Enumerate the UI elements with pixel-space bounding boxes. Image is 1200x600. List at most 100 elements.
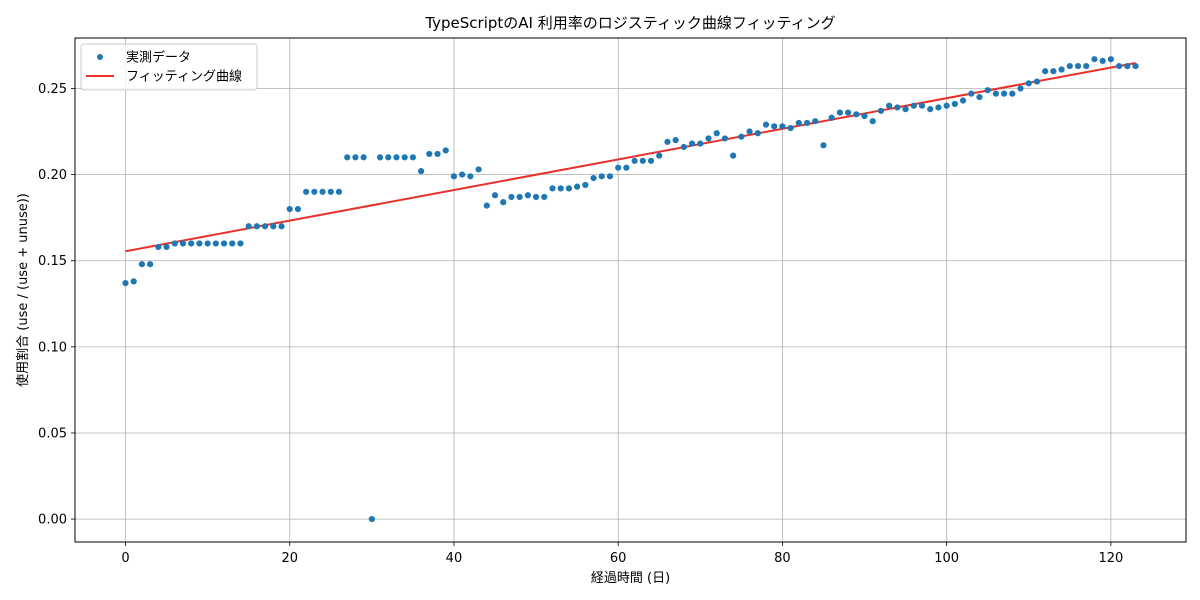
- data-point: [565, 185, 573, 192]
- y-axis-title: 使用割合 (use / (use + unuse)): [15, 193, 31, 387]
- x-tick-label: 0: [121, 551, 129, 566]
- data-point: [1099, 57, 1106, 65]
- data-point: [303, 188, 310, 195]
- data-point: [434, 150, 441, 158]
- data-point: [130, 278, 137, 285]
- data-point: [795, 119, 802, 127]
- data-point: [1033, 78, 1041, 85]
- data-point: [943, 102, 950, 109]
- data-point: [713, 130, 720, 137]
- data-point: [196, 240, 203, 247]
- data-point: [138, 261, 146, 268]
- data-point: [787, 124, 794, 132]
- data-point: [688, 140, 696, 147]
- data-point: [1042, 68, 1049, 75]
- y-tick-label: 0.20: [38, 168, 67, 183]
- axis-ticks: 0 20 40 60 80 100 120 0.00 0.05 0.10 0.15 0.20 0.25: [38, 82, 1123, 566]
- data-point: [188, 240, 195, 247]
- data-point: [910, 102, 917, 109]
- x-tick-label: 40: [446, 551, 463, 566]
- fit-curve-layer: [125, 61, 1136, 253]
- data-point: [524, 192, 531, 199]
- data-point: [886, 102, 893, 109]
- data-point: [549, 185, 556, 192]
- data-point: [459, 171, 466, 178]
- data-point: [902, 106, 909, 113]
- data-point: [647, 157, 655, 164]
- data-point: [360, 154, 367, 161]
- data-point: [918, 102, 926, 109]
- data-point: [368, 515, 375, 523]
- scatter-points-layer: [122, 56, 1139, 523]
- data-point: [812, 118, 819, 125]
- x-axis-title: 経過時間 (日): [591, 571, 670, 586]
- data-point: [1107, 56, 1114, 63]
- x-tick-label: 80: [774, 551, 791, 566]
- data-point: [836, 109, 843, 116]
- data-point: [672, 137, 679, 144]
- data-point: [1017, 85, 1024, 92]
- chart-title: TypeScriptのAI 利用率のロジスティック曲線フィッティング: [424, 14, 835, 32]
- x-tick-label: 120: [1098, 551, 1123, 566]
- data-point: [261, 223, 269, 230]
- data-point: [1124, 62, 1131, 70]
- fit-curve: [125, 61, 1136, 253]
- data-point: [220, 240, 228, 247]
- data-point: [746, 128, 753, 135]
- data-point: [606, 173, 614, 180]
- data-point: [590, 174, 597, 182]
- data-point: [344, 154, 351, 161]
- data-point: [442, 147, 449, 154]
- data-point: [1115, 62, 1123, 70]
- data-point: [450, 173, 458, 180]
- data-point: [927, 106, 934, 113]
- data-point: [541, 193, 548, 201]
- data-point: [845, 109, 852, 116]
- data-point: [803, 119, 811, 127]
- data-point: [270, 223, 277, 230]
- data-point: [401, 154, 408, 161]
- data-point: [680, 143, 687, 151]
- data-point: [935, 104, 942, 111]
- data-point: [1091, 56, 1098, 63]
- data-point: [147, 261, 154, 268]
- data-point: [483, 202, 490, 209]
- data-point: [532, 193, 540, 201]
- data-point: [286, 205, 293, 213]
- data-point: [820, 142, 827, 149]
- x-tick-label: 60: [610, 551, 627, 566]
- data-point: [1025, 80, 1032, 87]
- data-point: [393, 154, 400, 161]
- data-point: [327, 188, 334, 195]
- data-point: [1066, 62, 1073, 70]
- data-point: [697, 140, 704, 147]
- data-point: [639, 157, 646, 164]
- data-point: [500, 199, 507, 206]
- legend-label-measured: 実測データ: [126, 50, 191, 66]
- data-point: [721, 135, 729, 142]
- data-point: [705, 135, 712, 142]
- data-point: [582, 181, 589, 189]
- data-point: [1001, 90, 1008, 97]
- data-point: [557, 185, 564, 192]
- data-point: [754, 130, 761, 137]
- data-point: [122, 280, 129, 287]
- data-point: [294, 205, 302, 213]
- data-point: [861, 112, 868, 120]
- data-point: [376, 154, 384, 161]
- data-point: [738, 133, 745, 140]
- data-point: [475, 166, 482, 173]
- data-point: [976, 93, 983, 101]
- y-tick-label: 0.10: [38, 340, 67, 355]
- data-point: [508, 193, 515, 201]
- legend-marker-measured: [97, 54, 103, 60]
- data-point: [853, 111, 860, 118]
- legend-box: [80, 43, 258, 91]
- data-point: [385, 154, 392, 161]
- y-tick-label: 0.00: [38, 513, 67, 528]
- x-tick-label: 100: [934, 551, 959, 566]
- data-point: [771, 123, 778, 130]
- data-point: [656, 152, 663, 159]
- legend-label-fit: フィッティング曲線: [126, 69, 242, 85]
